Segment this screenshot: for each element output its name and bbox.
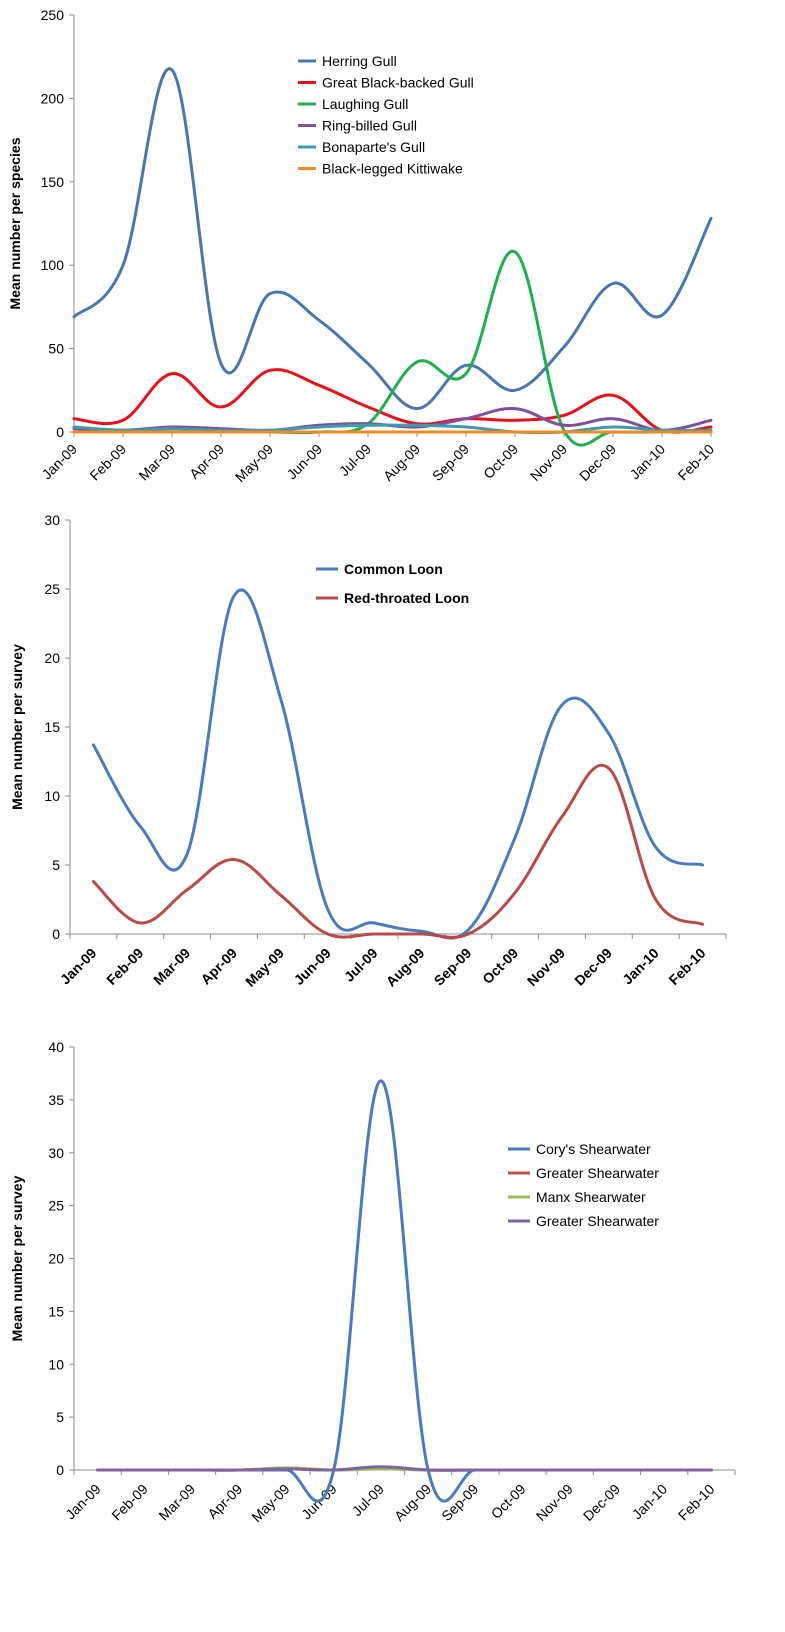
x-tick-label: Jan-10 [627, 441, 669, 483]
x-tick-label: Jan-09 [39, 441, 81, 483]
legend-label: Cory's Shearwater [536, 1141, 651, 1157]
y-axis-label: Mean number per survey [9, 1175, 25, 1341]
legend: Cory's Shearwater Greater Shearwater Manx … [508, 1141, 659, 1229]
x-tick-label: Feb-09 [108, 1481, 151, 1524]
x-tick-label: Aug-09 [383, 945, 428, 990]
y-tick-label: 25 [48, 1198, 64, 1214]
legend-label: Great Black-backed Gull [322, 75, 474, 91]
x-tick-label: Jan-10 [629, 1481, 671, 1523]
y-tick-label: 200 [41, 90, 65, 106]
x-tick-label: Jun-09 [284, 441, 326, 483]
x-tick-label: Feb-09 [86, 441, 129, 484]
x-tick-label: Jan-09 [62, 1481, 104, 1523]
x-tick-label: Nov-09 [527, 441, 570, 484]
x-tick-label: Jun-09 [291, 945, 334, 988]
series-line-5 [72, 423, 713, 435]
y-tick-label: 20 [44, 650, 60, 666]
x-tick-label: Apr-09 [204, 1481, 245, 1522]
x-tick-label: Mar-09 [155, 1481, 198, 1524]
x-tick-label: Feb-10 [674, 441, 717, 484]
x-tick-label: May-09 [248, 1481, 292, 1525]
x-tick-label: Sep-09 [429, 441, 472, 484]
y-tick-label: 5 [52, 857, 60, 873]
series-line-1 [91, 588, 705, 940]
y-tick-label: 30 [44, 512, 60, 528]
y-axis-label: Mean number per survey [9, 644, 25, 810]
legend-label: Red-throated Loon [344, 590, 469, 606]
x-tick-label: Dec-09 [576, 441, 619, 484]
x-tick-label: Aug-09 [380, 441, 423, 484]
shearwater-chart-svg: 0 5 10 15 20 25 30 35 40 Jan-09 Feb-09 Mar-09 Apr-09… [9, 1039, 736, 1525]
x-tick-label: Nov-09 [533, 1481, 576, 1524]
x-tick-label: Mar-09 [150, 945, 193, 988]
x-tick-label: Aug-09 [391, 1481, 434, 1524]
x-tick-label: Jan-10 [619, 945, 662, 988]
x-tick-label: Mar-09 [135, 441, 178, 484]
y-tick-label: 10 [44, 788, 60, 804]
x-tick-label: Feb-10 [665, 945, 708, 988]
legend-label: Manx Shearwater [536, 1189, 646, 1205]
y-tick-label: 20 [48, 1251, 64, 1267]
x-tick-label: Apr-09 [186, 441, 227, 482]
loon-chart: 0 5 10 15 20 25 30 Jan-09 Feb-09 Mar-09 Apr-09 May-… [0, 508, 785, 1041]
shearwater-chart: 0 5 10 15 20 25 30 35 40 Jan-09 Feb-09 Mar-09 Apr-09… [0, 1036, 785, 1632]
x-tick-label: Sep-09 [431, 945, 475, 989]
x-tick-label: Jul-09 [341, 945, 381, 985]
y-axis-label: Mean number per species [7, 137, 23, 309]
loon-chart-svg: 0 5 10 15 20 25 30 Jan-09 Feb-09 Mar-09 Apr-09 May-… [9, 512, 727, 990]
legend-label: Herring Gull [322, 53, 397, 69]
x-tick-label: Dec-09 [580, 1481, 623, 1524]
x-tick-label: Dec-09 [571, 945, 615, 989]
legend: Herring Gull Great Black-backed Gull Laugh… [298, 53, 474, 177]
y-tick-label: 150 [41, 174, 65, 190]
y-tick-label: 0 [56, 424, 64, 440]
x-tick-label: Oct-09 [479, 945, 521, 987]
x-tick-label: Jan-09 [57, 945, 100, 988]
y-tick-label: 25 [44, 581, 60, 597]
legend-label: Black-legged Kittiwake [322, 161, 463, 177]
x-tick-label: Jul-09 [336, 441, 374, 479]
y-tick-label: 10 [48, 1356, 64, 1372]
legend: Common Loon Red-throated Loon [316, 561, 469, 606]
x-tick-label: May-09 [232, 441, 276, 485]
x-tick-label: Feb-10 [675, 1481, 718, 1524]
y-tick-label: 30 [48, 1145, 64, 1161]
legend-label: Laughing Gull [322, 96, 408, 112]
x-tick-label: Oct-09 [480, 441, 521, 482]
y-tick-label: 50 [48, 341, 64, 357]
x-tick-label: Apr-09 [197, 945, 240, 988]
legend-label: Greater Shearwater [536, 1213, 659, 1229]
y-tick-label: 0 [56, 1462, 64, 1478]
gull-chart: 0 50 100 150 200 250 Jan-09 Feb-09 Mar-09 Apr-09 M… [0, 0, 785, 513]
x-tick-label: May-09 [242, 945, 287, 990]
y-tick-label: 250 [41, 7, 65, 23]
legend-label: Bonaparte's Gull [322, 139, 425, 155]
series-line-2 [91, 764, 705, 939]
y-tick-label: 15 [44, 719, 60, 735]
y-tick-label: 100 [41, 257, 65, 273]
series-line-2 [72, 368, 713, 434]
series-line-1 [72, 67, 713, 411]
y-tick-label: 5 [56, 1409, 64, 1425]
x-tick-label: Oct-09 [488, 1481, 529, 1522]
legend-label: Ring-billed Gull [322, 118, 417, 134]
legend-label: Greater Shearwater [536, 1165, 659, 1181]
x-tick-label: Jul-09 [349, 1481, 387, 1519]
y-tick-label: 40 [48, 1039, 64, 1055]
y-tick-label: 0 [52, 926, 60, 942]
legend-label: Common Loon [344, 561, 443, 577]
y-tick-label: 35 [48, 1092, 64, 1108]
series-line-4 [96, 1465, 713, 1472]
y-tick-label: 15 [48, 1303, 64, 1319]
x-tick-label: Nov-09 [524, 945, 568, 989]
x-tick-label: Feb-09 [103, 945, 146, 988]
